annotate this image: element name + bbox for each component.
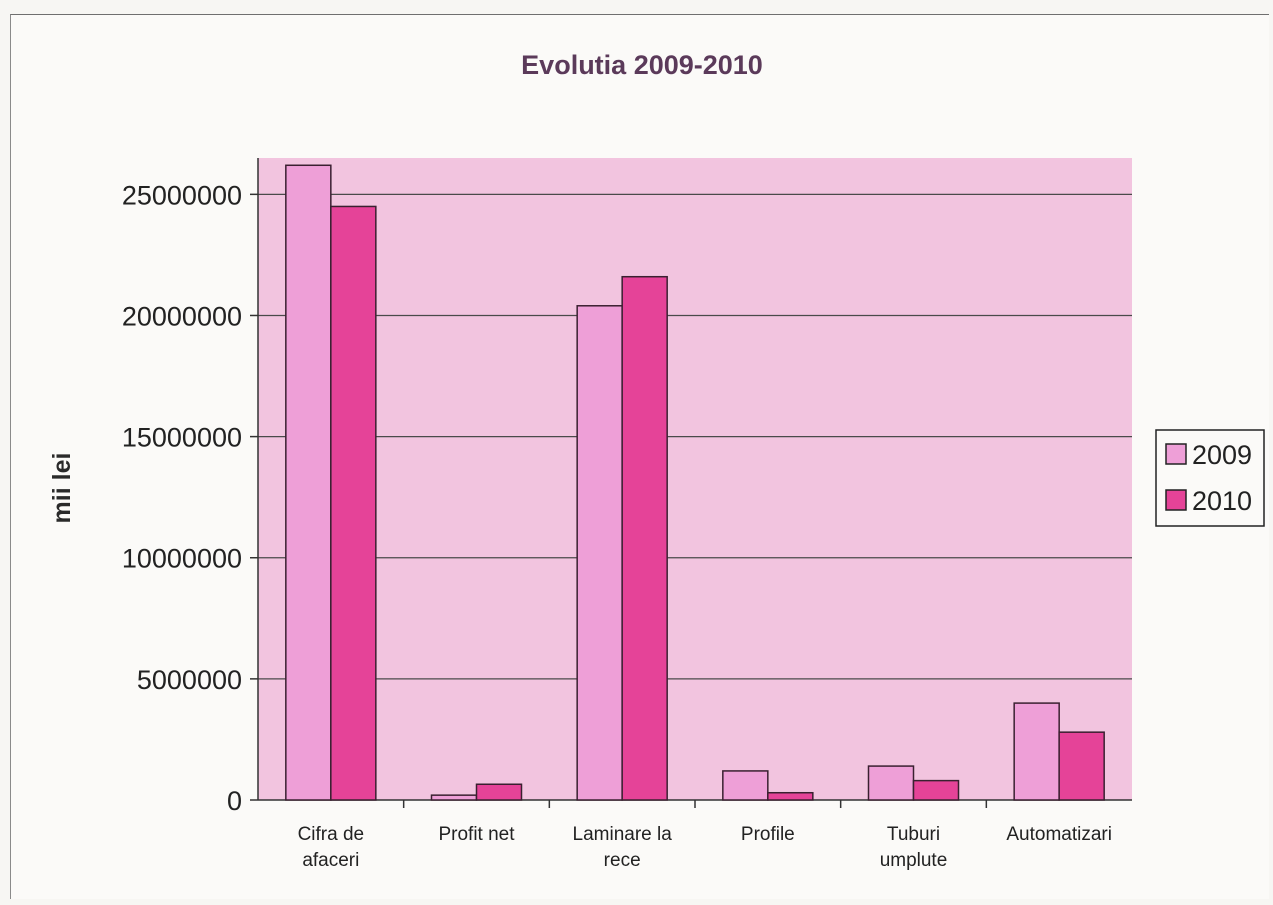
bar-2009-3	[722, 770, 769, 801]
bar-2009-1	[430, 794, 478, 801]
bar-2010-4	[912, 779, 960, 801]
y-tick-label: 0	[227, 786, 242, 816]
bar-2010-1	[475, 783, 523, 801]
bar-2009-4	[867, 765, 915, 801]
y-tick-label: 5000000	[137, 665, 242, 695]
x-tick-label: Profile	[741, 824, 795, 845]
x-tick-label: Tuburi	[887, 824, 940, 845]
y-tick-label: 15000000	[122, 423, 242, 453]
bar-2010-5	[1058, 731, 1105, 801]
x-tick-label: umplute	[880, 850, 948, 871]
y-tick-label: 10000000	[122, 544, 242, 574]
x-tick-label: afaceri	[302, 850, 359, 871]
bar-2010-0	[330, 205, 377, 801]
plot-background	[258, 158, 1132, 800]
bar-2009-0	[285, 164, 332, 801]
bar-2010-2	[621, 275, 668, 801]
legend-swatch-2010	[1165, 489, 1187, 511]
bar-2009-5	[1013, 702, 1060, 801]
x-tick-label: Profit net	[438, 824, 515, 845]
y-tick-label: 25000000	[122, 180, 242, 210]
x-tick-label: Automatizari	[1006, 824, 1112, 845]
y-axis-label: mii lei	[48, 453, 76, 524]
x-tick-label: Cifra de	[298, 824, 365, 845]
legend: 2009 2010	[1155, 429, 1265, 527]
plot-area: 0 5000000 10000000 15000000 20000000 25000000…	[122, 158, 1132, 871]
bar-2010-3	[767, 791, 814, 801]
bar-2009-2	[576, 305, 623, 801]
legend-label-2010: 2010	[1192, 486, 1252, 516]
legend-label-2009: 2009	[1192, 440, 1252, 470]
y-tick-label: 20000000	[122, 301, 242, 331]
x-tick-label: rece	[604, 850, 641, 871]
x-tick-label: Laminare la	[573, 824, 673, 845]
legend-swatch-2009	[1165, 443, 1187, 465]
chart-title: Evolutia 2009-2010	[521, 50, 763, 80]
